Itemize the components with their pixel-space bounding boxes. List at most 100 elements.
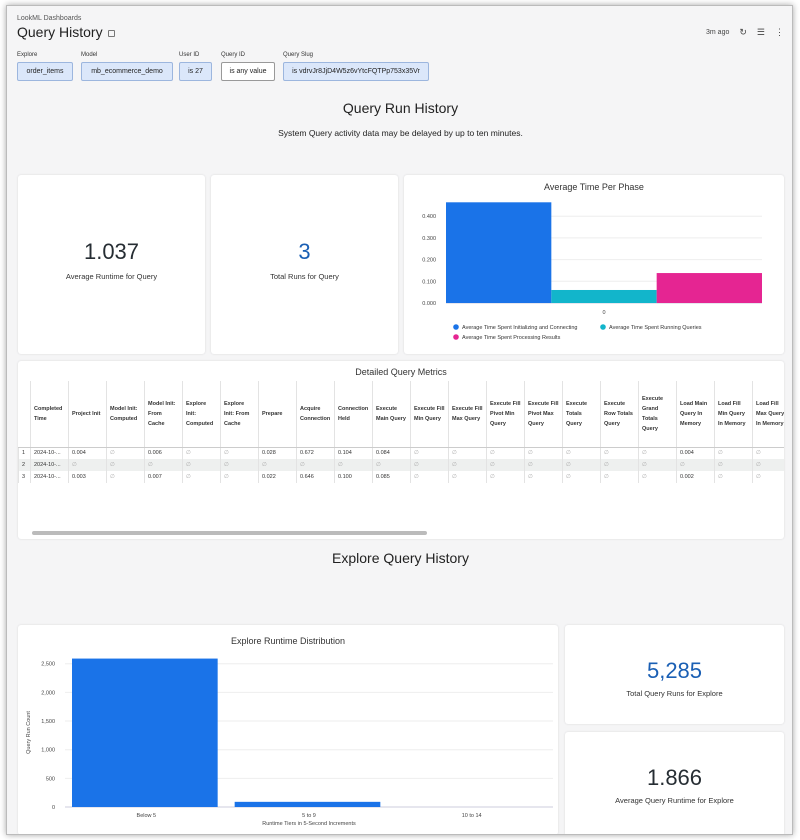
legend-swatch: [453, 324, 459, 330]
table-cell: ∅: [486, 447, 525, 459]
table-cell: ∅: [714, 459, 753, 471]
column-header[interactable]: Execute Totals Query: [562, 381, 601, 448]
title-text: Query History: [17, 24, 103, 40]
legend-label: Average Time Spent Initializing and Conn…: [462, 325, 577, 331]
total-runs-card: 3 Total Runs for Query: [211, 175, 398, 354]
horizontal-scrollbar[interactable]: [32, 531, 427, 535]
more-icon[interactable]: ⋮: [775, 27, 784, 37]
explore-runtime-card: Explore Runtime Distribution 0 500 1,000 1,5…: [18, 625, 558, 834]
page-title: Query History: [17, 24, 115, 40]
bar-2: [656, 273, 762, 303]
column-header[interactable]: Explore Init: Computed: [182, 381, 221, 448]
column-header[interactable]: Acquire Connection: [296, 381, 335, 448]
refresh-icon[interactable]: ↻: [739, 27, 747, 37]
y-tick-label: 0.300: [422, 236, 436, 242]
filter-pill[interactable]: is vdrvJr8JjD4W5z6vYtcFQTPp753x35Vr: [283, 62, 429, 81]
last-updated: 3m ago: [706, 29, 730, 36]
table-cell: ∅: [296, 459, 335, 471]
table-cell: ∅: [524, 459, 563, 471]
chart-title: Explore Runtime Distribution: [231, 636, 345, 646]
table-cell: ∅: [638, 447, 677, 459]
filter-label: Query ID: [221, 52, 246, 58]
bar-0: [72, 658, 218, 807]
column-header[interactable]: Execute Fill Max Query: [448, 381, 487, 448]
avg-runtime-label: Average Runtime for Query: [65, 272, 158, 281]
copy-icon[interactable]: [107, 29, 115, 37]
table-cell: 0.022: [258, 471, 297, 483]
column-header[interactable]: Model Init: From Cache: [144, 381, 183, 448]
column-header[interactable]: Execute Row Totals Query: [600, 381, 639, 448]
table-cell: 0.104: [334, 447, 373, 459]
filter-pill[interactable]: order_items: [17, 62, 73, 81]
avg-runtime-value: 1.037: [83, 239, 140, 264]
table-cell: ∅: [562, 459, 601, 471]
table-cell: ∅: [182, 471, 221, 483]
breadcrumb[interactable]: LookML Dashboards: [17, 15, 82, 22]
table-cell: 0.003: [68, 471, 107, 483]
table-cell: ∅: [448, 459, 487, 471]
table-row: 2 2024-10-... ∅ ∅ ∅ ∅ ∅ ∅ ∅ ∅ ∅ ∅ ∅ ∅ ∅ ∅ ∅ ∅ ∅ ∅ ∅: [18, 459, 784, 471]
filter-label: Explore: [17, 52, 38, 58]
table-cell: 2024-10-...: [30, 471, 69, 483]
column-header[interactable]: Execute Fill Pivot Min Query: [486, 381, 525, 448]
column-header[interactable]: Completed Time: [30, 381, 69, 448]
table-cell: ∅: [714, 471, 753, 483]
column-header[interactable]: Execute Fill Min Query: [410, 381, 449, 448]
explore-total-runs-card: 5,285 Total Query Runs for Explore: [565, 625, 784, 724]
avg-runtime-card: 1.037 Average Runtime for Query: [18, 175, 205, 354]
column-header[interactable]: Model Init: Computed: [106, 381, 145, 448]
column-header[interactable]: Load Fill Max Query In Memory: [752, 381, 784, 448]
table-cell: ∅: [714, 447, 753, 459]
column-header[interactable]: Project Init: [68, 381, 107, 448]
table-row: 3 2024-10-... 0.003 ∅ 0.007 ∅ ∅ 0.022 0.646 0.100…: [18, 471, 784, 483]
table-cell: ∅: [220, 459, 259, 471]
column-header[interactable]: Execute Fill Pivot Max Query: [524, 381, 563, 448]
table-cell: ∅: [182, 459, 221, 471]
explore-total-runs-value: 5,285: [646, 658, 703, 683]
explore-runtime-chart: Explore Runtime Distribution 0 500 1,000 1,5…: [26, 636, 553, 827]
filter-pill[interactable]: mb_ecommerce_demo: [81, 62, 173, 81]
detailed-metrics-card: Detailed Query Metrics Completed Time Pro…: [18, 361, 784, 539]
filter-icon[interactable]: ☰: [756, 27, 765, 37]
table-cell: ∅: [524, 447, 563, 459]
table-cell: 0.028: [258, 447, 297, 459]
filter-pill[interactable]: is 27: [179, 62, 212, 81]
table-cell: ∅: [486, 471, 525, 483]
total-runs-label: Total Runs for Query: [270, 272, 339, 281]
filter-label: User ID: [179, 52, 200, 58]
column-header[interactable]: Load Fill Min Query In Memory: [714, 381, 753, 448]
dashboard-window: LookML Dashboards Query History 3m ago ↻…: [6, 5, 793, 835]
y-tick-label: 0.000: [422, 301, 436, 307]
legend-label: Average Time Spent Processing Results: [462, 335, 561, 341]
legend-swatch: [453, 334, 459, 340]
table-cell: ∅: [106, 471, 145, 483]
filter-pill[interactable]: is any value: [221, 62, 275, 81]
column-header[interactable]: Explore Init: From Cache: [220, 381, 259, 448]
table-cell: ∅: [182, 447, 221, 459]
table-cell: ∅: [524, 471, 563, 483]
explore-total-runs-label: Total Query Runs for Explore: [626, 689, 723, 698]
row-number: 3: [18, 471, 31, 483]
section-title-query-run-history: Query Run History: [342, 100, 459, 116]
bar-1: [551, 289, 657, 303]
column-header[interactable]: Load Main Query In Memory: [676, 381, 715, 448]
column-header[interactable]: Execute Grand Totals Query: [638, 381, 677, 448]
header-actions: 3m ago ↻ ☰ ⋮: [706, 27, 784, 38]
legend-label: Average Time Spent Running Queries: [609, 325, 702, 331]
table-cell: ∅: [752, 471, 784, 483]
chart-title: Average Time Per Phase: [544, 182, 644, 192]
explore-avg-runtime-card: 1.866 Average Query Runtime for Explore: [565, 732, 784, 834]
table-cell: ∅: [638, 459, 677, 471]
y-tick-label: 0: [52, 805, 55, 811]
table-cell: ∅: [600, 447, 639, 459]
table-cell: ∅: [486, 459, 525, 471]
column-header[interactable]: Execute Main Query: [372, 381, 411, 448]
y-axis-label: Query Run Count: [26, 711, 32, 754]
table-row: 1 2024-10-... 0.004 ∅ 0.006 ∅ ∅ 0.028 0.672 0.104…: [18, 447, 784, 459]
x-axis-label: Runtime Tiers in 5-Second Increments: [262, 821, 356, 827]
table-cell: ∅: [410, 471, 449, 483]
metrics-table-wrap: Completed Time Project Init Model Init: Co…: [18, 381, 784, 526]
table-cell: ∅: [144, 459, 183, 471]
column-header[interactable]: Prepare: [258, 381, 297, 448]
column-header[interactable]: Connection Held: [334, 381, 373, 448]
